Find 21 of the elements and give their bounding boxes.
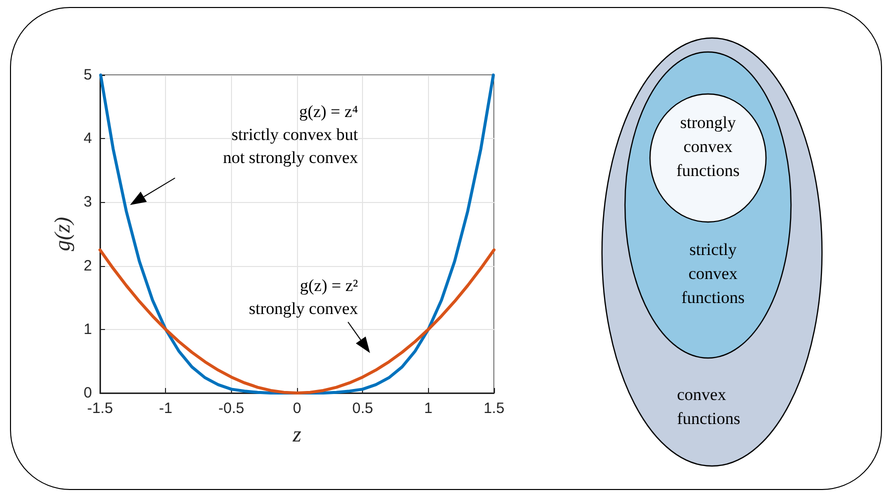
x-tick-label: 1 [424, 400, 433, 417]
y-tick-label: 0 [84, 384, 92, 402]
annotation: g(z) = z² strongly convex [248, 276, 358, 318]
text: strongly convex functions [676, 113, 740, 180]
line-series [99, 74, 495, 394]
x-tick-label: -0.5 [218, 400, 244, 417]
y-axis-title: g(z) [49, 216, 74, 252]
y-tick-label: 1 [84, 320, 92, 338]
y-tick-label: 2 [84, 257, 92, 274]
y-tick-label: 3 [84, 194, 92, 211]
x-axis-title: z [292, 422, 302, 446]
text: convex functions [677, 385, 740, 428]
x-tick-label: 1.5 [484, 400, 504, 417]
y-tick-label: 4 [84, 130, 92, 148]
x-tick-label: -1 [158, 400, 172, 417]
x-tick-label: 0.5 [352, 400, 374, 417]
x-tick-label: 0 [292, 400, 302, 417]
x-tick-label: -1.5 [87, 400, 113, 417]
y-tick-label: 5 [84, 66, 92, 84]
text: strictly convex functions [681, 240, 745, 307]
annotation: g(z) = z⁴ strictly convex but not strongly convex [222, 102, 358, 167]
